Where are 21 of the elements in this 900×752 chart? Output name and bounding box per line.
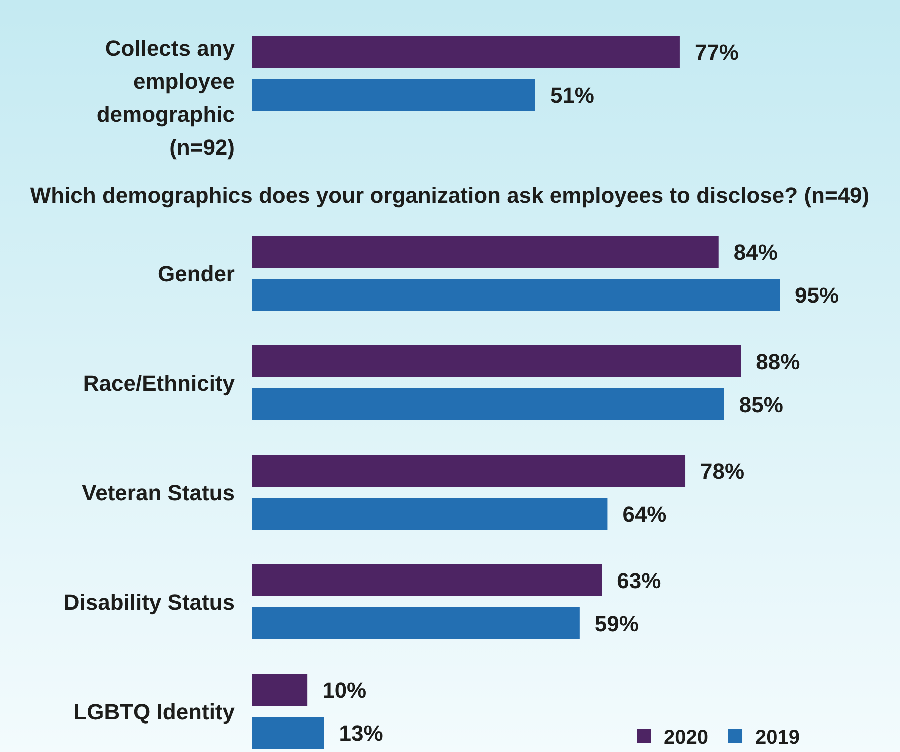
data-label: 85%	[739, 392, 784, 417]
y-tick-label: Veteran Status	[82, 480, 235, 505]
legend-label: 2020	[664, 727, 709, 749]
y-tick-label: Collects any employee demographic (n=92)	[96, 36, 236, 160]
data-label: 59%	[594, 611, 639, 636]
data-label: 51%	[550, 82, 594, 108]
data-label: 64%	[622, 502, 667, 526]
y-tick-label: Disability Status	[64, 590, 235, 614]
data-label: 78%	[700, 458, 745, 484]
legend-label: 2019	[756, 727, 800, 749]
data-label: 10%	[322, 678, 367, 702]
y-tick-label: Race/Ethnicity	[83, 370, 236, 396]
data-label: 13%	[339, 720, 384, 746]
data-label: 84%	[734, 240, 778, 264]
y-tick-label: LGBTQ Identity	[74, 699, 236, 724]
chart-title: Which demographics does your organization ask employees to disclose? (n=49)	[30, 183, 870, 208]
data-label: 88%	[756, 349, 800, 374]
data-label: 63%	[617, 568, 662, 593]
data-label: 77%	[694, 40, 740, 64]
y-tick-label: Gender	[158, 261, 236, 286]
data-label: 95%	[795, 282, 840, 308]
